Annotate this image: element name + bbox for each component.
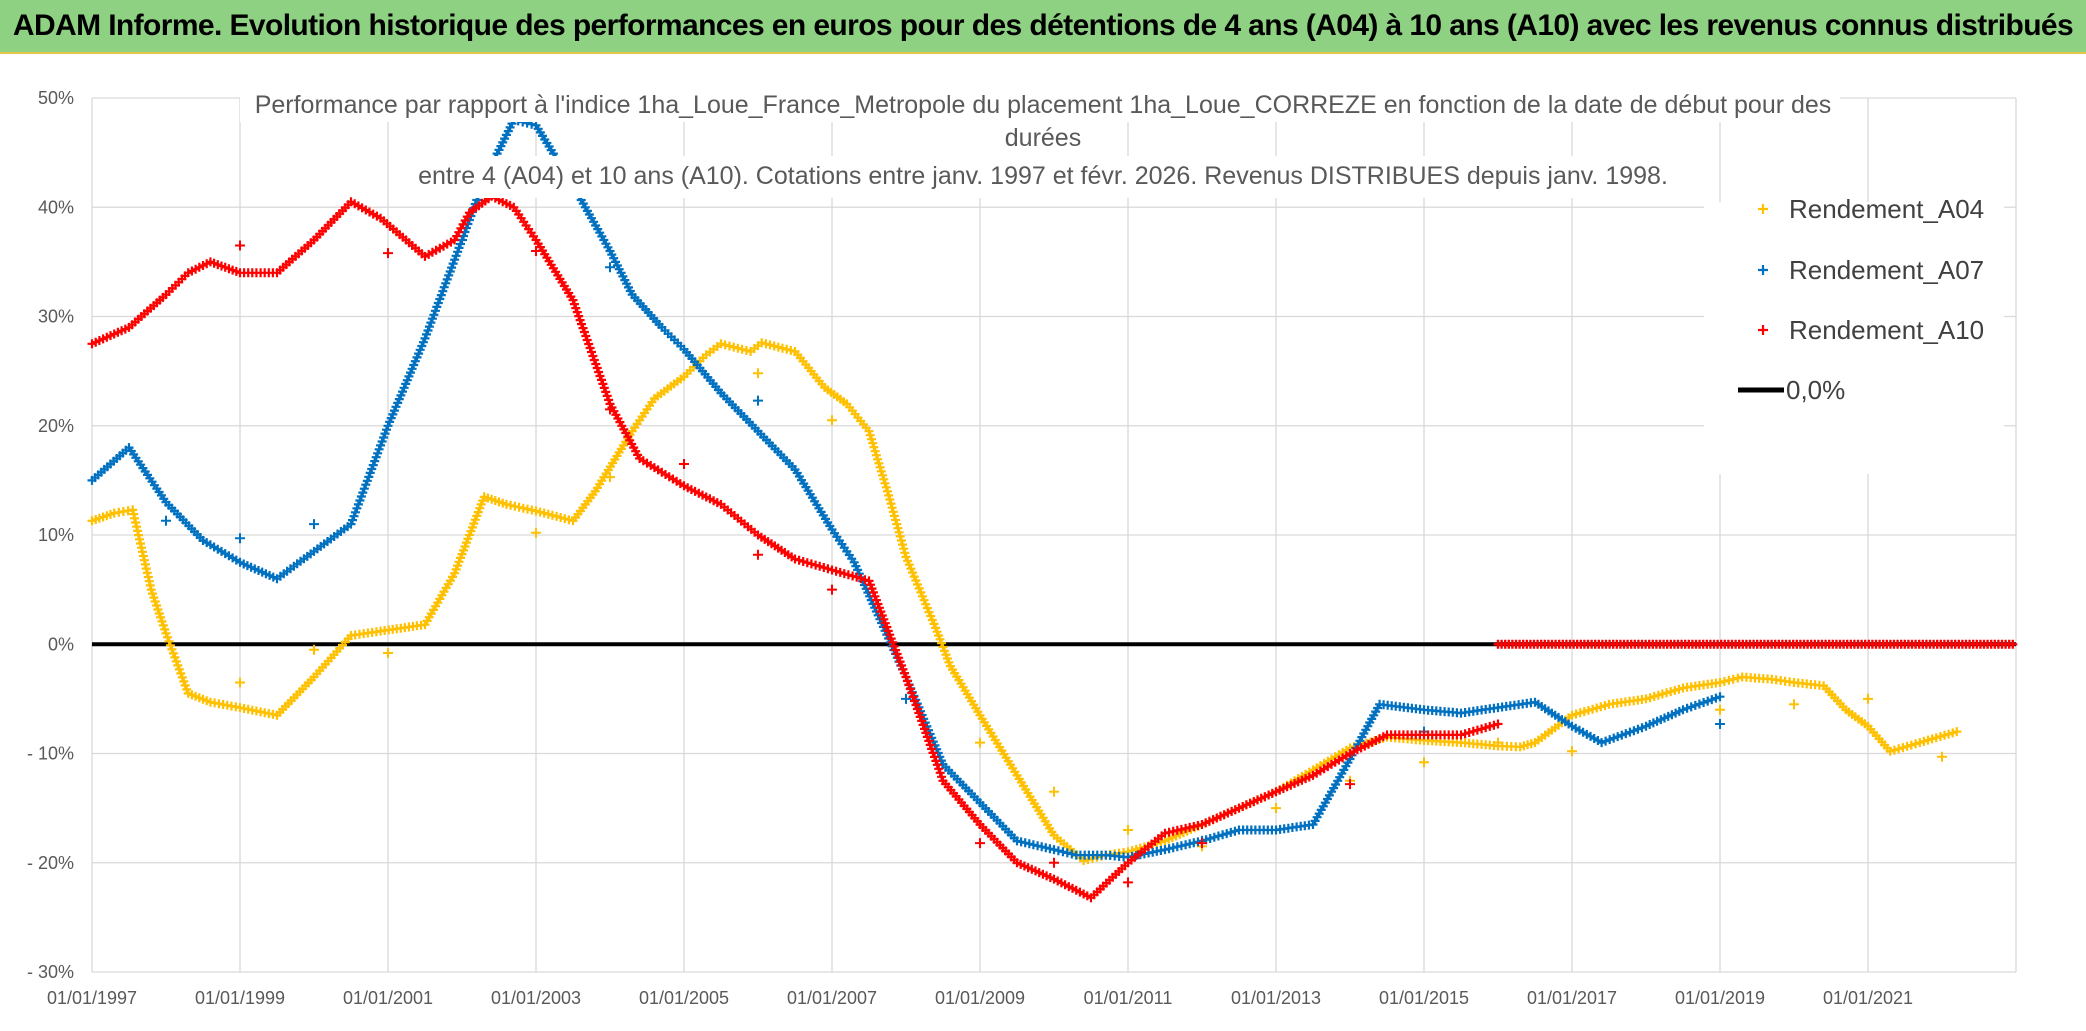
performance-chart: 50% 40% 30% 20% 10% 0% - 10% - 20% - 30% 01/01/1…	[27, 82, 2018, 1008]
data-point-a07	[901, 693, 911, 704]
data-point-a04	[309, 644, 319, 655]
legend-box	[1704, 202, 2004, 474]
data-point-a04	[531, 527, 541, 538]
data-point-a04	[1937, 751, 1947, 762]
series-a07	[87, 115, 1725, 862]
series-zero-segment-a10	[1493, 639, 2018, 649]
series-line-a10	[87, 191, 1503, 903]
data-point-a04	[1715, 704, 1725, 715]
x-tick-label: 01/01/2009	[935, 988, 1025, 1008]
x-tick-label: 01/01/2021	[1823, 988, 1913, 1008]
x-tick-label: 01/01/2011	[1084, 988, 1173, 1008]
legend-label: 0,0%	[1786, 375, 1845, 405]
data-point-a07	[161, 515, 171, 526]
data-point-a10	[975, 838, 985, 849]
y-tick-label: 30%	[38, 307, 74, 327]
data-point-a10	[827, 584, 837, 595]
x-tick-label: 01/01/2005	[639, 988, 729, 1008]
legend: Rendement_A04 Rendement_A07 Rendement_A10 0…	[1704, 194, 2004, 474]
report-header: ADAM Informe. Evolution historique des p…	[0, 0, 2086, 54]
x-tick-label: 01/01/2015	[1379, 988, 1469, 1008]
data-point-a10	[383, 248, 393, 259]
series-line-a07	[87, 115, 1725, 862]
y-tick-label: 50%	[38, 88, 74, 108]
x-tick-label: 01/01/2007	[787, 988, 877, 1008]
data-point-a10	[531, 246, 541, 256]
y-tick-label: - 30%	[27, 962, 74, 982]
y-tick-label: 0%	[48, 634, 74, 654]
data-point-a10	[1049, 857, 1059, 868]
data-point-a10	[1123, 877, 1133, 888]
data-point-a04	[753, 368, 763, 379]
data-point-a04	[1271, 803, 1281, 814]
data-point-a04	[1493, 737, 1503, 748]
data-point-a04	[1419, 757, 1429, 768]
x-tick-label: 01/01/2003	[491, 988, 581, 1008]
legend-marker	[1758, 265, 1768, 275]
data-point-a04	[605, 472, 615, 483]
data-point-a07	[753, 395, 763, 406]
y-tick-label: 40%	[38, 197, 74, 217]
chart-title-line: durées	[1005, 124, 1081, 152]
data-point-a10	[679, 459, 689, 469]
x-tick-label: 01/01/2017	[1527, 988, 1617, 1008]
report-title: ADAM Informe. Evolution historique des p…	[12, 9, 2074, 42]
data-point-a10	[753, 549, 763, 560]
y-tick-label: 20%	[38, 416, 74, 436]
legend-marker	[1758, 325, 1768, 335]
chart-title-line: Performance par rapport à l'indice 1ha_L…	[255, 91, 1832, 119]
title-backdrop	[240, 82, 1840, 122]
title-backdrop	[400, 156, 1680, 198]
chart-area: 50% 40% 30% 20% 10% 0% - 10% - 20% - 30% 01/01/1…	[0, 54, 2086, 1031]
title-backdrop	[970, 122, 1118, 156]
data-point-a07	[235, 533, 245, 544]
legend-label: Rendement_A10	[1789, 315, 1984, 345]
x-tick-label: 01/01/1997	[47, 988, 137, 1008]
x-tick-label: 01/01/2013	[1231, 988, 1321, 1008]
data-point-a04	[1789, 699, 1799, 710]
data-point-a10	[1197, 838, 1207, 849]
data-point-a10	[1345, 779, 1355, 790]
data-point-a04	[383, 648, 393, 658]
data-point-a04	[1049, 786, 1059, 797]
series-a04	[87, 338, 1962, 866]
data-point-a04	[975, 737, 985, 748]
data-point-a10	[605, 404, 615, 415]
data-point-a04	[1567, 746, 1577, 757]
legend-marker	[1758, 204, 1768, 214]
series-a10	[87, 191, 2018, 903]
x-tick-label: 01/01/1999	[195, 988, 285, 1008]
legend-label: Rendement_A04	[1789, 194, 1984, 224]
x-tick-label: 01/01/2001	[343, 988, 433, 1008]
y-tick-label: - 10%	[27, 744, 74, 764]
y-axis-labels: 50% 40% 30% 20% 10% 0% - 10% - 20% - 30%	[27, 88, 74, 982]
data-point-a07	[605, 262, 615, 273]
x-tick-label: 01/01/2019	[1675, 988, 1765, 1008]
data-point-a04	[827, 415, 837, 426]
data-point-a07	[1715, 719, 1725, 729]
y-tick-label: 10%	[38, 525, 74, 545]
data-point-a07	[309, 519, 319, 530]
data-point-a10	[235, 240, 245, 251]
legend-label: Rendement_A07	[1789, 255, 1984, 285]
data-point-a04	[1863, 693, 1873, 704]
x-axis-labels: 01/01/1997 01/01/1999 01/01/2001 01/01/2003…	[47, 988, 1913, 1008]
chart-title: Performance par rapport à l'indice 1ha_L…	[240, 82, 1840, 198]
data-point-a04	[1123, 825, 1133, 835]
y-tick-label: - 20%	[27, 853, 74, 873]
series-line-a04	[87, 338, 1962, 866]
data-point-a04	[235, 677, 245, 688]
chart-title-line: entre 4 (A04) et 10 ans (A10). Cotations…	[418, 162, 1668, 190]
